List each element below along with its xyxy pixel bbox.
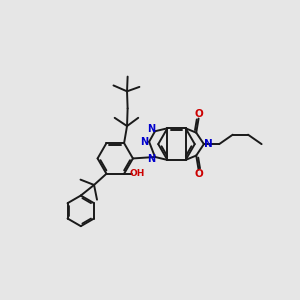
Text: OH: OH — [130, 169, 145, 178]
Text: N: N — [147, 154, 155, 164]
Text: O: O — [195, 169, 203, 179]
Text: N: N — [147, 124, 155, 134]
Text: N: N — [204, 139, 213, 149]
Text: O: O — [195, 109, 203, 119]
Text: N: N — [140, 137, 148, 147]
